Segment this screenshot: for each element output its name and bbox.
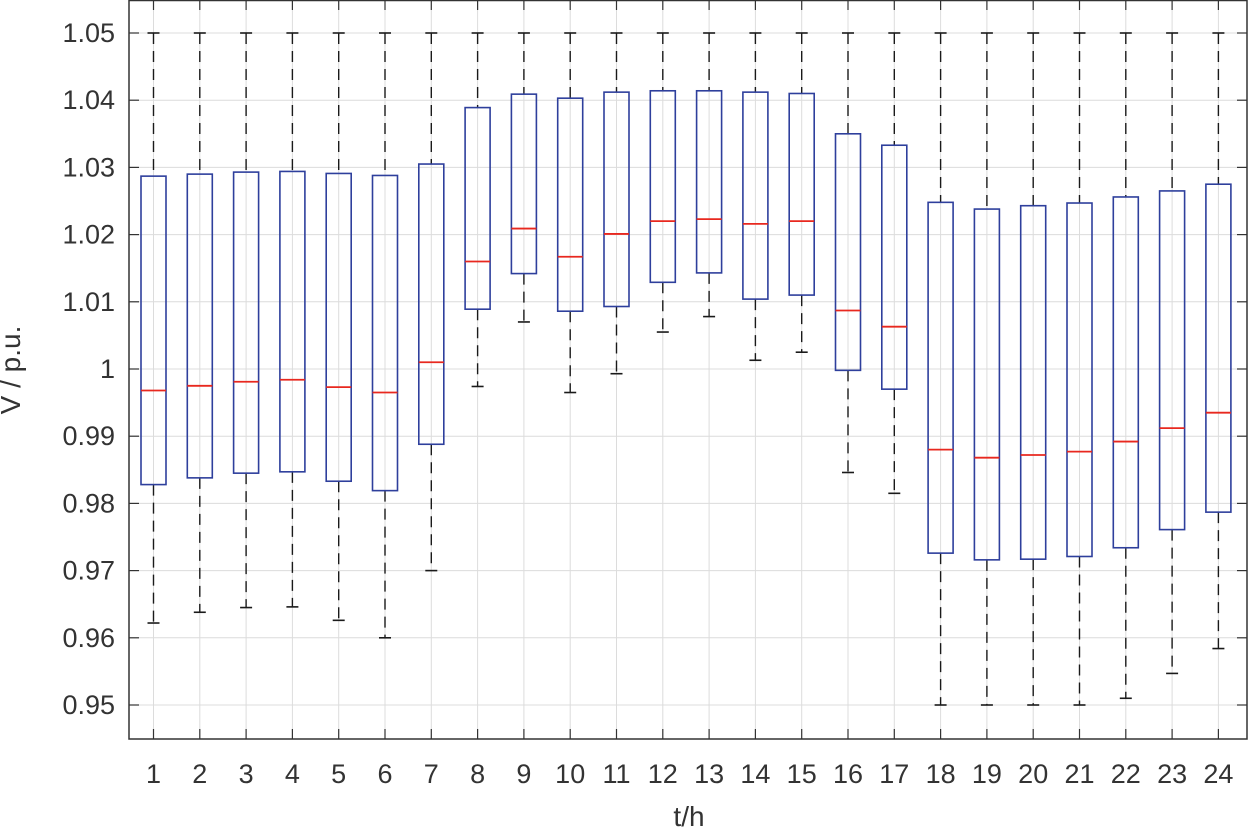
y-tick-label: 0.97: [62, 556, 115, 586]
x-tick-label: 22: [1111, 759, 1141, 789]
box-1: [140, 32, 167, 624]
box-5: [325, 32, 353, 622]
y-tick-label: 1.05: [62, 18, 115, 48]
x-tick-label: 5: [331, 759, 346, 789]
iqr-box: [186, 173, 214, 479]
box-6: [371, 32, 399, 639]
iqr-box: [1205, 183, 1232, 513]
y-tick-label: 0.98: [62, 488, 115, 518]
x-tick-label: 4: [285, 759, 300, 789]
box-9: [510, 32, 538, 323]
iqr-box: [556, 97, 584, 313]
iqr-box: [742, 91, 769, 300]
iqr-box: [788, 92, 816, 296]
box-11: [603, 32, 630, 375]
x-tick-label: 8: [470, 759, 485, 789]
y-tick-label: 1.01: [62, 287, 115, 317]
iqr-box: [371, 174, 399, 492]
x-tick-label: 18: [926, 759, 956, 789]
iqr-box: [1158, 190, 1186, 531]
iqr-box: [279, 170, 306, 473]
x-tick-label: 10: [555, 759, 585, 789]
axes: [128, 0, 1248, 740]
box-23: [1158, 32, 1186, 675]
x-tick-label: 19: [972, 759, 1002, 789]
box-20: [1019, 32, 1047, 706]
x-tick-label: 11: [602, 759, 630, 789]
iqr-box: [695, 89, 723, 274]
x-tick-label: 15: [787, 759, 817, 789]
box-13: [695, 32, 723, 318]
x-tick-label: 16: [833, 759, 863, 789]
box-21: [1066, 32, 1093, 706]
x-tick-label: 9: [516, 759, 531, 789]
box-8: [464, 32, 491, 388]
iqr-box: [232, 171, 260, 474]
box-16: [834, 32, 862, 474]
iqr-box: [417, 163, 445, 446]
x-tick-label: 17: [879, 759, 909, 789]
x-tick-label: 6: [377, 759, 392, 789]
box-14: [742, 32, 769, 362]
box-7: [417, 32, 445, 572]
iqr-box: [140, 175, 167, 486]
box-24: [1205, 32, 1232, 650]
y-tick-label: 0.99: [62, 421, 115, 451]
y-tick-labels: 0.95 0.96 0.97 0.98 0.99 1 1.01 1.02 1.03 1.04 1.0…: [62, 18, 115, 720]
y-axis-label: V / p.u.: [0, 326, 26, 415]
x-tick-label: 13: [694, 759, 724, 789]
box-4: [279, 32, 306, 608]
box-12: [649, 32, 677, 333]
x-tick-label: 24: [1203, 759, 1233, 789]
box-15: [788, 32, 816, 354]
y-tick-label: 1.03: [62, 152, 115, 182]
iqr-box: [1019, 204, 1047, 560]
x-axis-label: t/h: [673, 801, 704, 829]
box-22: [1112, 32, 1140, 700]
y-tick-label: 1: [100, 354, 115, 384]
x-tick-label: 2: [192, 759, 207, 789]
iqr-box: [834, 133, 862, 372]
x-tick-label: 3: [239, 759, 254, 789]
x-tick-label: 20: [1018, 759, 1048, 789]
iqr-box: [603, 91, 630, 308]
box-2: [186, 32, 214, 614]
box-19: [973, 32, 1001, 706]
x-tick-label: 12: [648, 759, 678, 789]
x-tick-label: 21: [1064, 759, 1094, 789]
box-3: [232, 32, 260, 609]
iqr-box: [510, 93, 538, 275]
x-tick-label: 14: [740, 759, 770, 789]
iqr-box: [927, 201, 954, 554]
x-tick-label: 7: [424, 759, 439, 789]
x-tick-label: 1: [146, 759, 161, 789]
y-tick-label: 0.95: [62, 690, 115, 720]
x-tick-labels: 1 2 3 4 5 6 7 8 9 10 11 12 13 14 15 16 17 18 19 20 21 22 23 24: [146, 759, 1233, 789]
iqr-box: [973, 208, 1001, 561]
iqr-box: [1066, 202, 1093, 558]
x-tick-label: 23: [1157, 759, 1187, 789]
y-tick-label: 1.02: [62, 220, 115, 250]
plot-frame: [128, 0, 1248, 740]
box-18: [927, 32, 954, 706]
y-tick-label: 1.04: [62, 85, 115, 115]
iqr-box: [649, 89, 677, 284]
box-series: [140, 32, 1232, 706]
box-10: [556, 32, 584, 394]
y-tick-label: 0.96: [62, 623, 115, 653]
iqr-box: [1112, 196, 1140, 549]
box-17: [880, 32, 908, 495]
iqr-box: [325, 172, 353, 483]
iqr-box: [880, 144, 908, 390]
iqr-box: [464, 106, 491, 310]
